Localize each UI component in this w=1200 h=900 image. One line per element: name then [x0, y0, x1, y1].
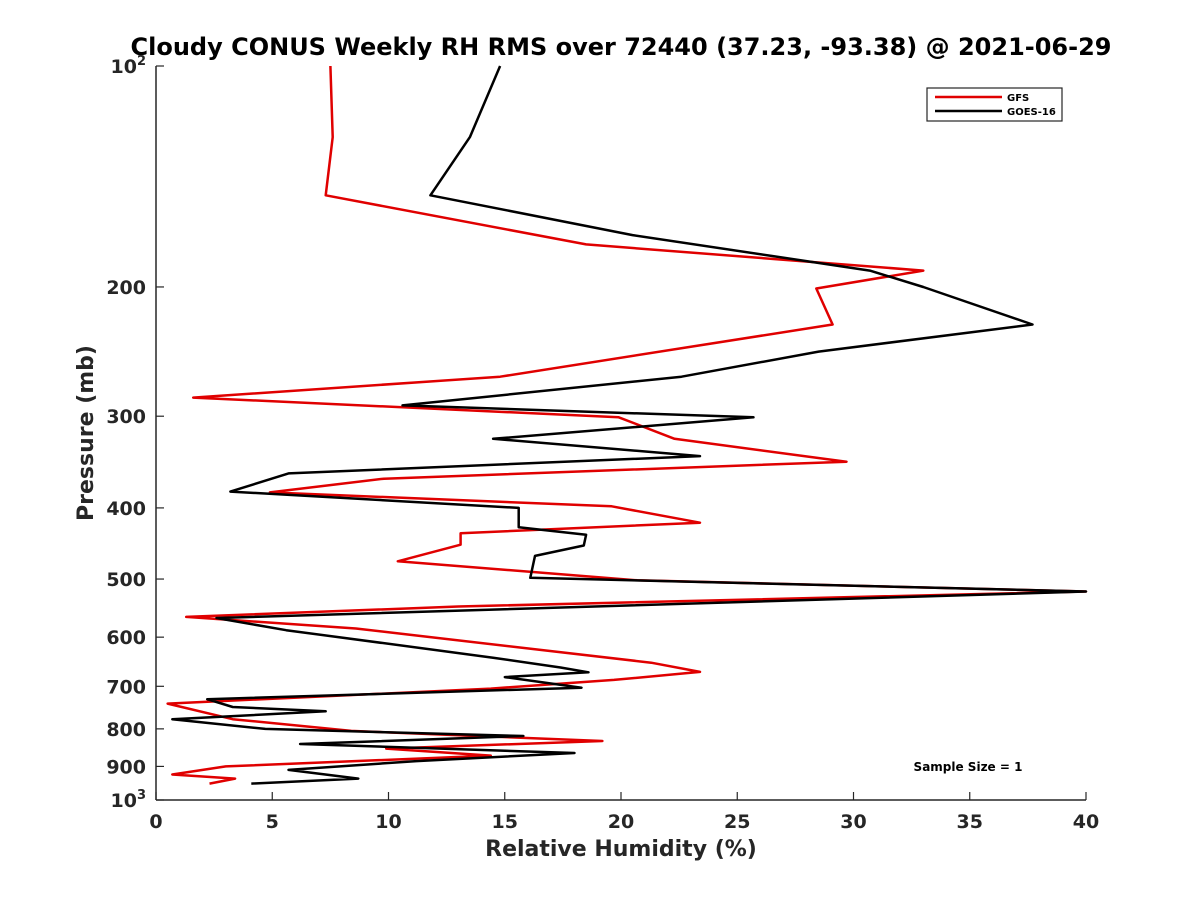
y-tick-label: 300 — [106, 406, 146, 428]
y-tick-label: 700 — [106, 676, 146, 698]
x-tick-label: 30 — [840, 811, 866, 833]
legend: GFS GOES-16 — [926, 87, 1063, 122]
y-axis-label: Pressure (mb) — [74, 345, 99, 521]
x-axis-ticks: 0 5 10 15 20 25 30 35 40 — [149, 792, 1099, 833]
x-tick-label: 0 — [149, 811, 162, 833]
plot-area — [155, 66, 1086, 801]
x-tick-label: 15 — [492, 811, 518, 833]
y-tick-label: 102 — [111, 54, 147, 78]
y-tick-label: 500 — [106, 569, 146, 591]
legend-label-goes16: GOES-16 — [1007, 107, 1056, 118]
series-line-gfs — [166, 65, 1088, 785]
y-tick-label: 103 — [111, 788, 147, 812]
chart-title: Cloudy CONUS Weekly RH RMS over 72440 (3… — [131, 33, 1112, 61]
x-tick-label: 5 — [266, 811, 279, 833]
series-line-goes16 — [171, 65, 1088, 785]
y-tick-label: 900 — [106, 756, 146, 778]
series-layer — [166, 65, 1088, 785]
x-tick-label: 40 — [1073, 811, 1099, 833]
x-axis-label: Relative Humidity (%) — [485, 837, 757, 862]
legend-box — [926, 87, 1063, 122]
y-tick-label: 800 — [106, 719, 146, 741]
y-tick-label: 400 — [106, 498, 146, 520]
x-tick-label: 10 — [375, 811, 401, 833]
legend-label-gfs: GFS — [1007, 93, 1029, 104]
y-tick-label: 200 — [106, 277, 146, 299]
x-tick-label: 35 — [957, 811, 983, 833]
x-tick-label: 20 — [608, 811, 634, 833]
sample-size-annotation: Sample Size = 1 — [914, 760, 1023, 774]
y-tick-label: 600 — [106, 627, 146, 649]
x-tick-label: 25 — [724, 811, 750, 833]
y-axis-ticks: 102 200 300 400 500 600 700 800 900 103 — [106, 54, 164, 812]
